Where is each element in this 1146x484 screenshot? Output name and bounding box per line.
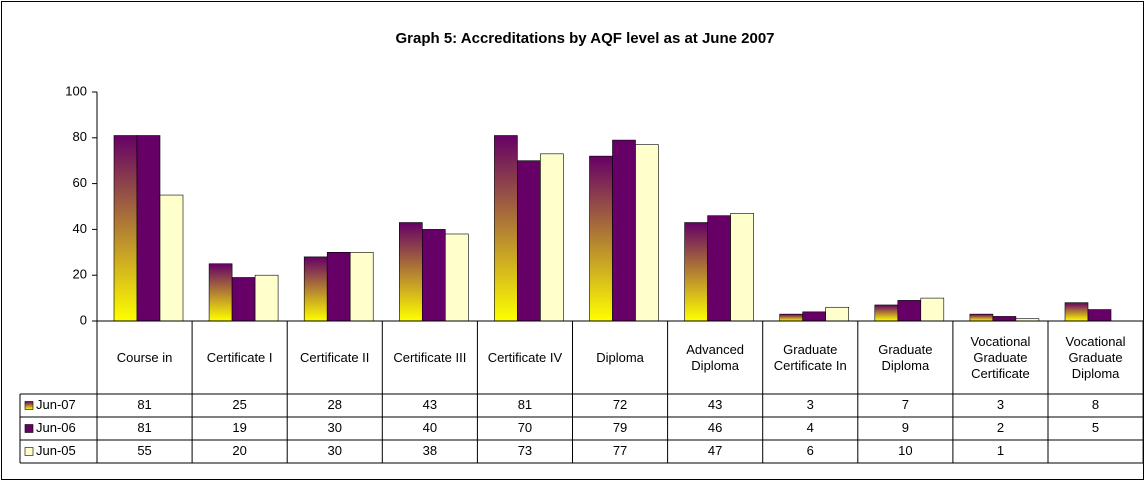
table-value: 28: [328, 397, 342, 412]
bar: [707, 215, 731, 322]
table-value: 72: [613, 397, 627, 412]
bar: [113, 135, 138, 322]
y-tick-label: 40: [73, 221, 87, 236]
bar: [254, 274, 279, 322]
category-label: Certificate I: [206, 349, 273, 365]
bar: [612, 139, 636, 322]
category-label: Vocational Graduate Diploma: [1065, 333, 1126, 381]
bar: [802, 311, 827, 322]
table-value: 3: [997, 397, 1004, 412]
table-value: 7: [902, 397, 909, 412]
category-label: Advanced Diploma: [686, 341, 745, 373]
bar: [589, 155, 613, 322]
category-label: Certificate III: [393, 349, 467, 365]
bar: [208, 263, 233, 322]
category-label: Certificate II: [300, 349, 370, 365]
bar: [136, 135, 161, 322]
legend-swatch: [24, 447, 34, 456]
bar: [444, 233, 469, 322]
table-value: 55: [137, 443, 151, 458]
table-value: 8: [1092, 397, 1099, 412]
bar: [920, 297, 945, 322]
bar: [398, 222, 423, 322]
table-value: 25: [232, 397, 246, 412]
table-value: 30: [328, 420, 342, 435]
bar: [874, 304, 899, 322]
legend-swatch: [24, 401, 34, 410]
bar: [494, 135, 518, 322]
category-label: Graduate Diploma: [878, 341, 933, 373]
bar: [1087, 309, 1112, 322]
table-value: 30: [328, 443, 342, 458]
category-label: Certificate IV: [487, 349, 563, 365]
table-value: 2: [997, 420, 1004, 435]
bar: [421, 229, 446, 322]
bar: [326, 252, 351, 322]
table-value: 73: [518, 443, 532, 458]
table-value: 43: [708, 397, 722, 412]
legend-label: Jun-05: [36, 443, 76, 458]
table-value: 43: [423, 397, 437, 412]
bar: [779, 313, 804, 322]
table-value: 81: [518, 397, 532, 412]
table-value: 77: [613, 443, 627, 458]
table-value: 81: [137, 397, 151, 412]
bar: [969, 313, 994, 322]
table-value: 3: [807, 397, 814, 412]
table-value: 10: [898, 443, 912, 458]
table-value: 38: [423, 443, 437, 458]
legend-label: Jun-07: [36, 397, 76, 412]
table-value: 4: [807, 420, 814, 435]
category-label: Graduate Certificate In: [773, 341, 847, 373]
table-value: 9: [902, 420, 909, 435]
bar: [231, 277, 256, 322]
category-label: Vocational Graduate Certificate: [970, 333, 1031, 381]
y-tick-label: 0: [80, 312, 87, 327]
bar: [635, 144, 659, 322]
bar: [825, 306, 850, 322]
y-tick-label: 80: [73, 129, 87, 144]
table-value: 6: [807, 443, 814, 458]
bar: [159, 194, 184, 322]
legend-label: Jun-06: [36, 420, 76, 435]
y-tick-label: 100: [65, 83, 87, 98]
bar: [517, 160, 541, 322]
bar: [1064, 302, 1089, 322]
table-value: 70: [518, 420, 532, 435]
y-tick-label: 20: [73, 267, 87, 282]
bar: [897, 300, 922, 322]
category-label: Course in: [116, 349, 173, 365]
table-value: 79: [613, 420, 627, 435]
chart-title: Graph 5: Accreditations by AQF level as …: [395, 30, 774, 47]
y-tick-label: 60: [73, 175, 87, 190]
table-value: 5: [1092, 420, 1099, 435]
bar: [730, 213, 754, 322]
table-value: 1: [997, 443, 1004, 458]
table-value: 81: [137, 420, 151, 435]
bar: [684, 222, 708, 322]
bar: [349, 252, 374, 322]
bar: [303, 256, 328, 322]
bar: [540, 153, 564, 322]
table-value: 19: [232, 420, 246, 435]
table-value: 46: [708, 420, 722, 435]
legend-swatch: [24, 424, 34, 433]
table-value: 40: [423, 420, 437, 435]
table-value: 20: [232, 443, 246, 458]
category-label: Diploma: [596, 349, 644, 365]
table-value: 47: [708, 443, 722, 458]
